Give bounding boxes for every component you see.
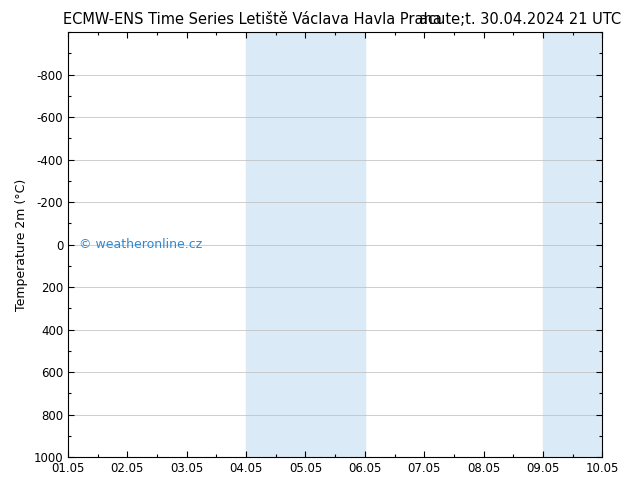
Y-axis label: Temperature 2m (°C): Temperature 2m (°C) — [15, 178, 28, 311]
Bar — [246, 32, 365, 457]
Text: acute;t. 30.04.2024 21 UTC: acute;t. 30.04.2024 21 UTC — [419, 12, 621, 27]
Bar — [543, 32, 602, 457]
Text: © weatheronline.cz: © weatheronline.cz — [79, 238, 202, 251]
Text: ECMW-ENS Time Series Letiště Václava Havla Praha: ECMW-ENS Time Series Letiště Václava Hav… — [63, 12, 443, 27]
